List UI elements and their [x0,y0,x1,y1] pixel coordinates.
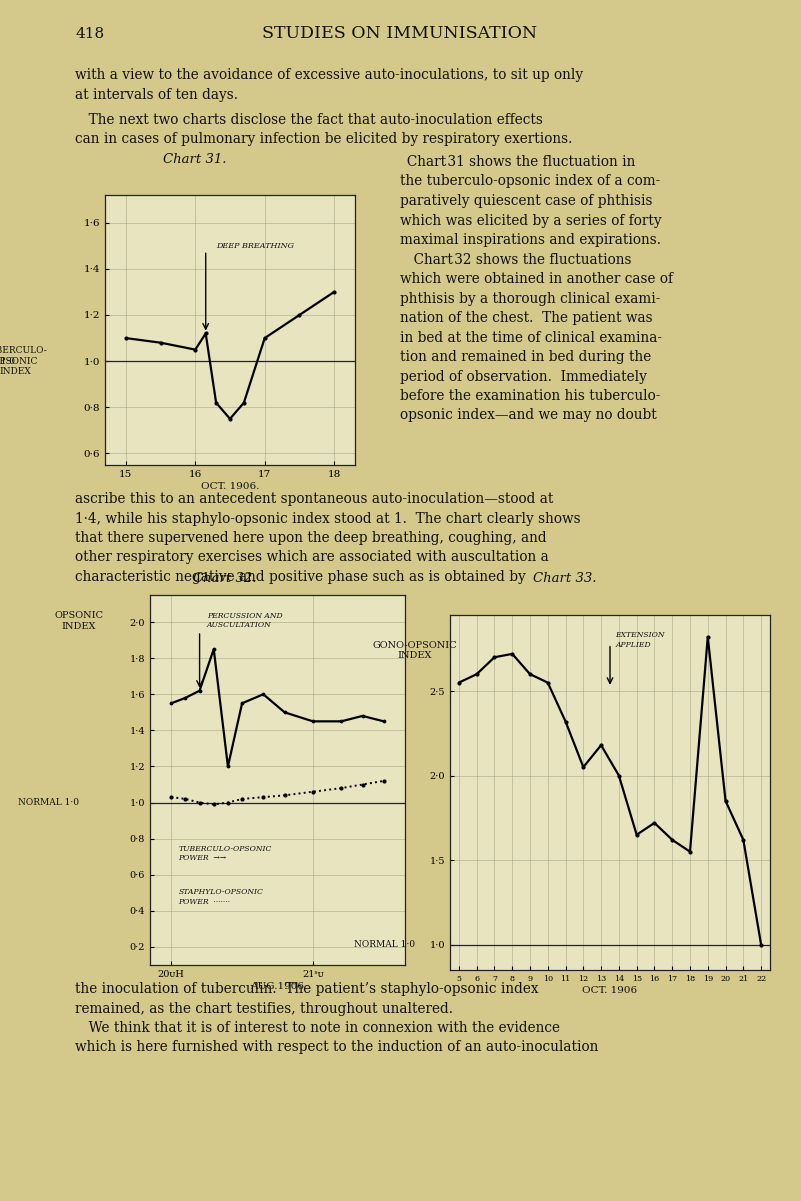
Text: Chart 33.: Chart 33. [533,572,597,585]
Text: Chart 32.: Chart 32. [193,572,257,585]
Text: NORMAL 1·0: NORMAL 1·0 [354,940,415,949]
Text: the inoculation of tuberculin.  The patient’s staphylo-opsonic index
remained, a: the inoculation of tuberculin. The patie… [75,982,598,1054]
Text: STAPHYLO-OPSONIC
POWER  ·······: STAPHYLO-OPSONIC POWER ······· [179,888,264,906]
Text: DEEP BREATHING: DEEP BREATHING [216,243,294,250]
X-axis label: OCT. 1906.: OCT. 1906. [201,482,260,491]
Text: OPSONIC
INDEX: OPSONIC INDEX [54,611,103,631]
Text: Chart 31 shows the fluctuation in
the tuberculo-opsonic index of a com-
parative: Chart 31 shows the fluctuation in the tu… [400,155,673,423]
Text: with a view to the avoidance of excessive auto-inoculations, to sit up only
at i: with a view to the avoidance of excessiv… [75,68,583,102]
Text: EXTENSION
APPLIED: EXTENSION APPLIED [615,632,665,649]
Text: The next two charts disclose the fact that auto-inoculation effects
can in cases: The next two charts disclose the fact th… [75,113,573,147]
Text: STUDIES ON IMMUNISATION: STUDIES ON IMMUNISATION [263,25,537,42]
Text: GONO-OPSONIC
INDEX: GONO-OPSONIC INDEX [372,641,457,661]
Text: NORMAL 1·0: NORMAL 1·0 [18,797,78,807]
X-axis label: OCT. 1906: OCT. 1906 [582,986,638,994]
X-axis label: AUG.1906: AUG.1906 [251,981,304,991]
Text: ascribe this to an antecedent spontaneous auto-inoculation—stood at
1·4, while h: ascribe this to an antecedent spontaneou… [75,492,581,584]
Text: TUBERCULO-OPSONIC
POWER  →→: TUBERCULO-OPSONIC POWER →→ [179,844,272,862]
Text: Chart 31.: Chart 31. [163,153,227,166]
Text: TUBERCULO-
OPSONIC
INDEX: TUBERCULO- OPSONIC INDEX [0,346,47,376]
Text: PERCUSSION AND
AUSCULTATION: PERCUSSION AND AUSCULTATION [207,611,282,629]
Text: 418: 418 [75,26,104,41]
Text: NORMAL 1·0: NORMAL 1·0 [0,357,15,365]
